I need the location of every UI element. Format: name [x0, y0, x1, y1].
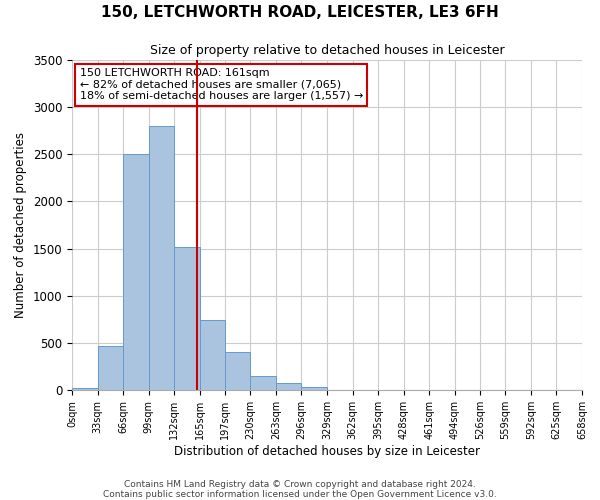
Bar: [200, 320, 224, 390]
Text: Contains HM Land Registry data © Crown copyright and database right 2024.
Contai: Contains HM Land Registry data © Crown c…: [103, 480, 497, 499]
X-axis label: Distribution of detached houses by size in Leicester: Distribution of detached houses by size …: [174, 444, 480, 458]
Text: 150 LETCHWORTH ROAD: 161sqm
← 82% of detached houses are smaller (7,065)
18% of : 150 LETCHWORTH ROAD: 161sqm ← 82% of det…: [80, 68, 363, 102]
Bar: [123, 154, 149, 390]
Bar: [250, 376, 276, 390]
Bar: [98, 346, 123, 390]
Bar: [276, 384, 301, 390]
Y-axis label: Number of detached properties: Number of detached properties: [14, 132, 27, 318]
Text: 150, LETCHWORTH ROAD, LEICESTER, LE3 6FH: 150, LETCHWORTH ROAD, LEICESTER, LE3 6FH: [101, 5, 499, 20]
Bar: [149, 126, 175, 390]
Title: Size of property relative to detached houses in Leicester: Size of property relative to detached ho…: [149, 44, 505, 58]
Bar: [72, 388, 98, 390]
Bar: [175, 246, 200, 390]
Bar: [224, 352, 250, 390]
Bar: [301, 387, 327, 390]
